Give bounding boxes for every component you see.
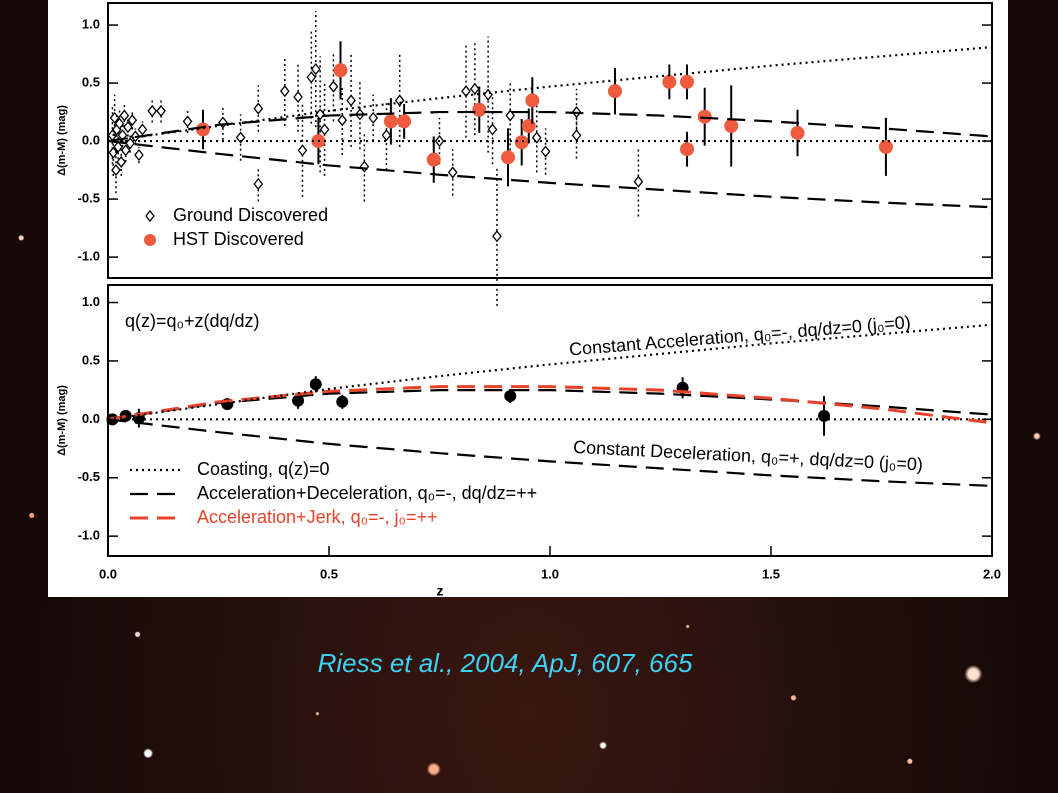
data-point [108, 146, 119, 159]
model-line [107, 385, 993, 425]
data-point [182, 115, 193, 128]
data-point [501, 150, 516, 165]
data-point [346, 94, 356, 107]
y-tick-label: 0.5 [82, 352, 100, 367]
data-point [680, 142, 695, 157]
data-point [514, 135, 529, 150]
data-point [470, 82, 480, 95]
model-line [107, 323, 993, 421]
data-point [328, 80, 339, 93]
figure: 1.0 0.5 0.0 -0.5 -1.0 Δ(m-M) (mag) Ground Disc… [48, 0, 1008, 599]
x-tick-label: 1.0 [541, 566, 559, 581]
data-point [633, 175, 644, 188]
y-tick-label: -0.5 [78, 191, 100, 206]
data-point [147, 104, 158, 117]
caption: Riess et al., 2004, ApJ, 607, 665 [317, 648, 693, 678]
y-axis-label: Δ(m-M) (mag) [56, 105, 68, 176]
data-point [253, 102, 264, 115]
model-line [107, 45, 993, 143]
data-point [319, 123, 330, 136]
data-point [447, 166, 458, 179]
annotation: q(z)=q₀+z(dq/dz) [125, 311, 260, 331]
data-point [137, 123, 148, 136]
data-point [196, 122, 211, 137]
legend-label: Acceleration+Deceleration, q₀=-, dq/dz=+… [197, 483, 537, 503]
x-tick-label: 0.5 [320, 566, 338, 581]
data-point [504, 389, 517, 402]
legend-label: Coasting, q(z)=0 [197, 459, 330, 479]
data-point [293, 90, 303, 104]
legend-label: Ground Discovered [173, 205, 328, 225]
data-point [337, 114, 348, 127]
data-point [127, 114, 138, 127]
model-line [107, 110, 993, 143]
data-point [397, 114, 412, 129]
data-point [426, 152, 441, 167]
data-point [306, 71, 317, 84]
data-point [487, 123, 498, 136]
y-tick-label: 1.0 [82, 294, 100, 309]
y-tick-label: -1.0 [78, 249, 100, 264]
data-point [383, 114, 398, 129]
y-tick-label: 1.0 [82, 16, 100, 31]
x-tick-label: 2.0 [983, 566, 1001, 581]
model-line [107, 139, 993, 209]
data-point [134, 148, 144, 162]
y-axis-label: Δ(m-M) (mag) [56, 385, 68, 456]
data-point [310, 63, 321, 76]
data-point [540, 145, 551, 158]
data-point [111, 164, 121, 177]
legend-label: Acceleration+Jerk, q₀=-, j₀=++ [197, 507, 438, 527]
data-point [116, 155, 127, 169]
data-point [336, 395, 349, 408]
data-point [368, 111, 379, 124]
y-tick-label: 0.5 [82, 75, 100, 90]
data-point [119, 109, 130, 122]
data-point [120, 144, 131, 157]
data-point [607, 84, 622, 99]
y-tick-label: -0.5 [78, 469, 100, 484]
data-point [724, 118, 739, 133]
data-point [394, 94, 405, 107]
x-tick-label: 1.5 [762, 566, 780, 581]
data-point [279, 85, 290, 98]
data-point [297, 144, 308, 157]
data-point [119, 409, 132, 422]
data-point [113, 140, 123, 153]
data-point [697, 109, 712, 124]
legend-swatch [144, 234, 156, 246]
x-axis-label: z [437, 583, 444, 599]
x-tick-label: 0.0 [99, 566, 117, 581]
data-point [381, 129, 392, 142]
y-tick-label: -1.0 [78, 528, 100, 543]
data-point [521, 118, 536, 133]
data-point [309, 378, 322, 391]
model-line [107, 418, 993, 488]
data-point [123, 121, 133, 134]
legend-label: HST Discovered [173, 229, 304, 249]
data-point [525, 93, 540, 108]
figure-background [48, 0, 1008, 597]
data-point [818, 409, 831, 422]
data-point [878, 139, 893, 154]
data-point [292, 394, 305, 407]
data-point [156, 104, 166, 117]
y-tick-label: 0.0 [82, 133, 100, 148]
legend-swatch [145, 209, 155, 223]
data-point [253, 177, 264, 191]
y-tick-label: 0.0 [82, 411, 100, 426]
data-point [790, 125, 805, 140]
data-point [472, 102, 487, 117]
data-point [333, 63, 348, 78]
data-point [235, 131, 246, 144]
data-point [680, 74, 695, 89]
data-point [114, 117, 125, 130]
data-point [662, 74, 677, 89]
data-point [492, 230, 502, 243]
